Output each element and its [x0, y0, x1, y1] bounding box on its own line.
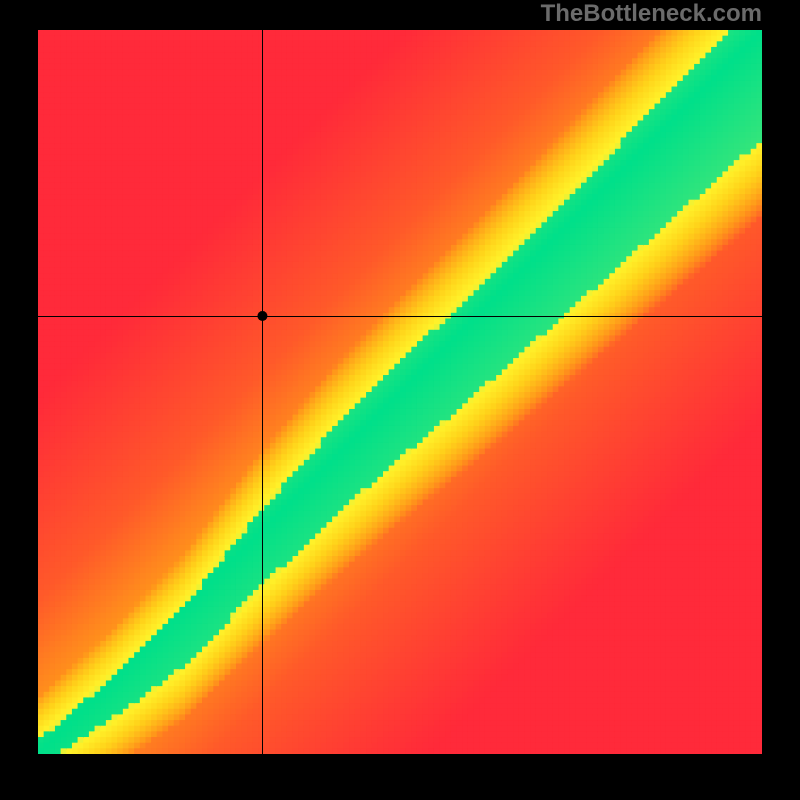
chart-container: TheBottleneck.com — [0, 0, 800, 800]
bottleneck-heatmap — [38, 30, 762, 754]
watermark-text: TheBottleneck.com — [541, 0, 762, 28]
